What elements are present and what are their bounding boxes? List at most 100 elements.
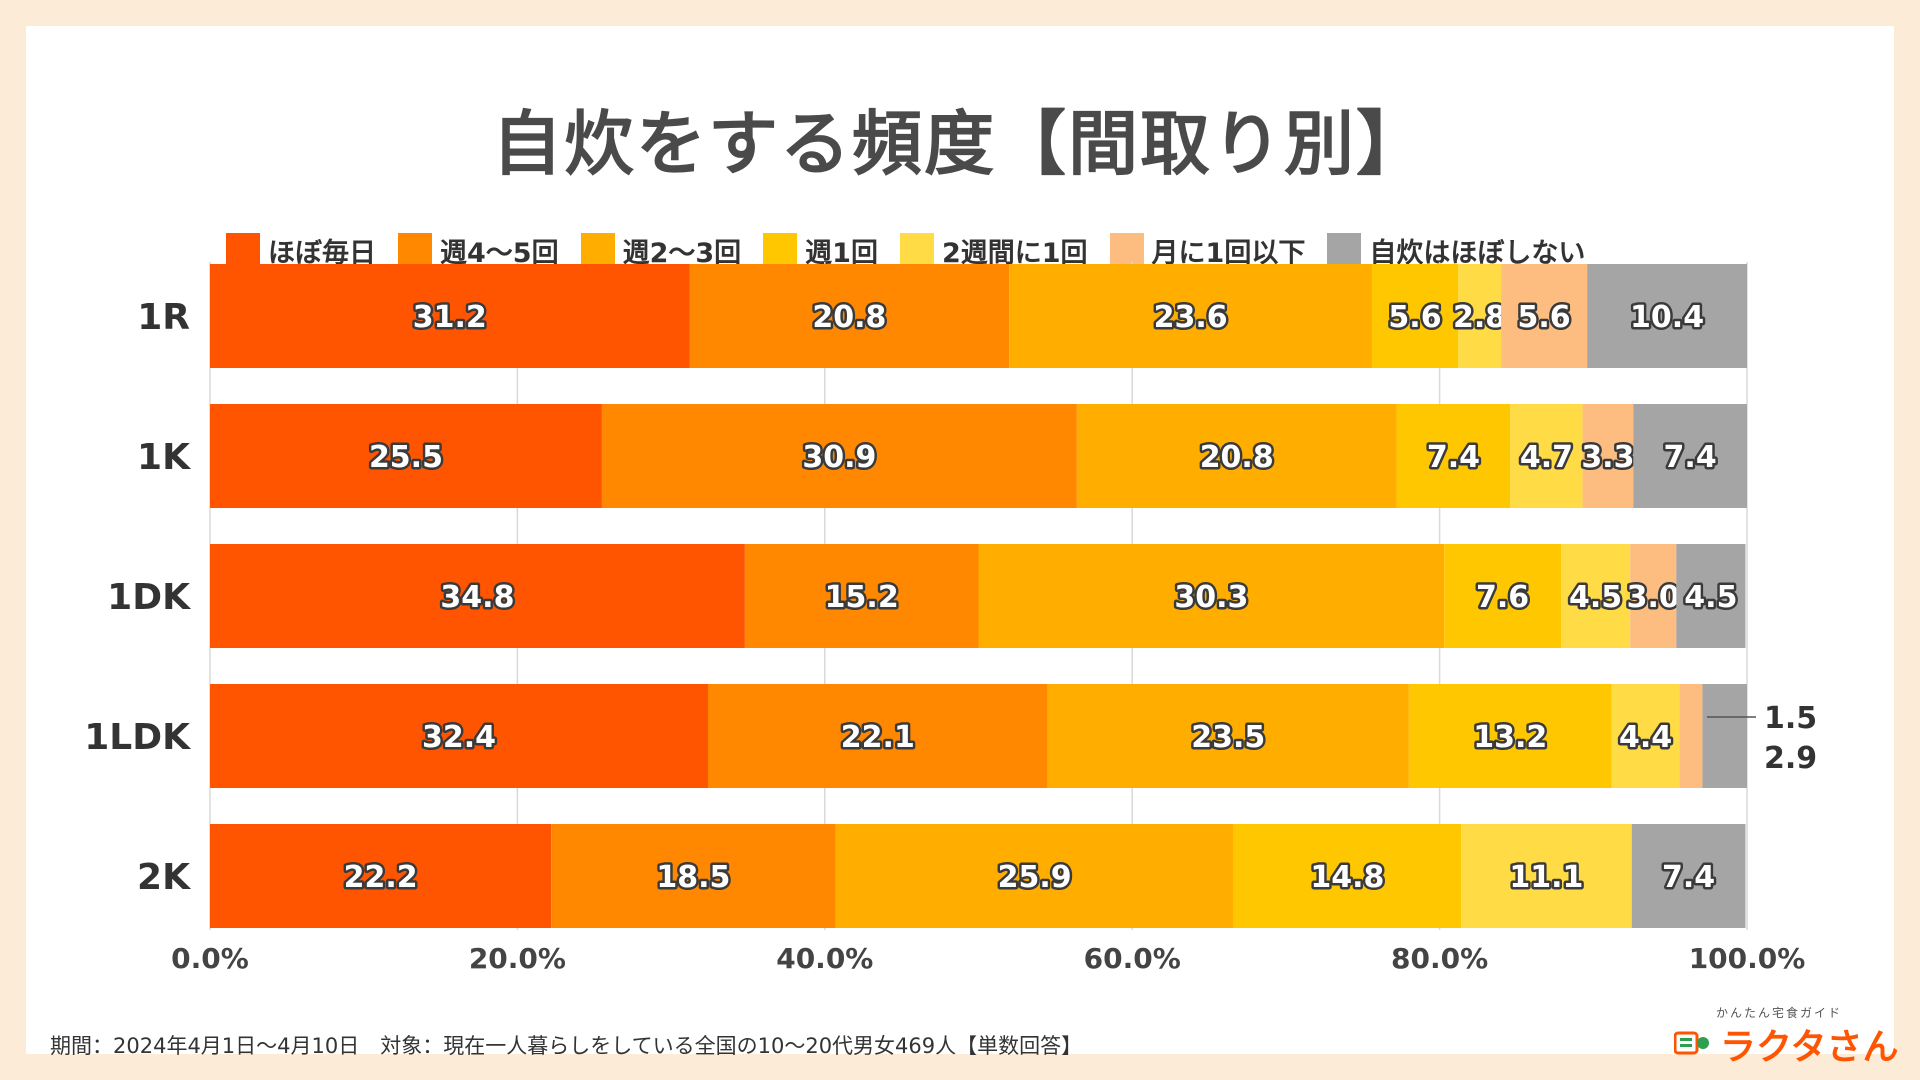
chart-title: 自炊をする頻度【間取り別】 — [492, 103, 1428, 185]
data-label: 4.7 — [1520, 440, 1573, 475]
data-label: 23.6 — [1154, 300, 1228, 335]
legend-label: 自炊はほぼしない — [1369, 237, 1586, 269]
legend-label: ほぼ毎日 — [268, 237, 376, 269]
bar-segment — [1561, 544, 1631, 648]
data-label: 3.0 — [1627, 580, 1680, 615]
legend-swatch — [580, 233, 615, 267]
data-label: 15.2 — [825, 580, 899, 615]
x-tick-label: 40.0% — [776, 942, 873, 975]
bar-segment — [1461, 824, 1632, 928]
bar-segment — [1458, 264, 1502, 368]
legend-item: 週1回 — [763, 231, 878, 270]
bar-segment — [1676, 544, 1746, 648]
data-label: 34.8 — [440, 580, 514, 615]
bar-segment — [1408, 684, 1612, 788]
data-label: 25.9 — [998, 860, 1072, 895]
bar-segment — [744, 544, 979, 648]
data-label: 7.4 — [1664, 440, 1717, 475]
logo-subtitle: かんたん宅食ガイド — [1716, 1006, 1843, 1020]
data-label: 3.3 — [1581, 440, 1634, 475]
bar-segment — [1371, 264, 1459, 368]
legend-item: 月に1回以下 — [1109, 231, 1306, 270]
data-label: 2.8 — [1453, 300, 1506, 335]
legend-item: 週2〜3回 — [580, 231, 742, 270]
legend-item: ほぼ毎日 — [226, 231, 376, 270]
data-label: 22.2 — [344, 860, 418, 895]
data-label: 30.9 — [802, 440, 876, 475]
legend-label: 月に1回以下 — [1151, 237, 1306, 269]
data-label: 7.4 — [1662, 860, 1715, 895]
chart-legend: ほぼ毎日 週4〜5回 週2〜3回 週1回 2週間に1回 月に1回以下 自炊はほぼしない — [226, 230, 1607, 270]
legend-swatch — [398, 233, 432, 267]
data-label: 25.5 — [369, 440, 443, 475]
footnote: 期間：2024年4月1日〜4月10日 対象：現在一人暮らしをしている全国の10〜… — [50, 1034, 1083, 1058]
legend-label: 週1回 — [805, 237, 878, 269]
data-label: 32.4 — [422, 720, 496, 755]
legend-item: 2週間に1回 — [899, 231, 1088, 270]
bar-segment — [1233, 824, 1462, 928]
bar-segment — [707, 684, 1048, 788]
data-label: 31.2 — [413, 300, 487, 335]
legend-item: 週4〜5回 — [398, 231, 559, 270]
bar-segment — [210, 824, 552, 928]
data-label: 20.8 — [812, 300, 886, 335]
category-label: 1DK — [107, 577, 191, 618]
x-tick-label: 0.0% — [171, 942, 249, 975]
bar-segment — [1587, 264, 1747, 368]
bar-segment — [1633, 404, 1747, 508]
bar-segment — [1611, 684, 1680, 788]
legend-label: 2週間に1回 — [941, 237, 1088, 269]
bar-segment — [210, 684, 708, 788]
bar-segment — [1501, 264, 1588, 368]
callout-label: 2.9 — [1764, 741, 1817, 776]
legend-swatch — [226, 233, 260, 267]
bar-segment — [689, 264, 1010, 368]
data-label: 22.1 — [841, 720, 915, 755]
bar-segment — [1510, 404, 1583, 508]
legend-label: 週2〜3回 — [622, 237, 742, 269]
bar-segment — [835, 824, 1234, 928]
bar-segment — [1702, 684, 1747, 788]
data-label: 23.5 — [1191, 720, 1265, 755]
bar-segment — [210, 544, 745, 648]
category-label: 1R — [137, 297, 190, 338]
bar-segment — [1076, 404, 1397, 508]
legend-swatch — [763, 233, 798, 267]
data-label: 5.6 — [1518, 300, 1571, 335]
category-label: 1K — [137, 437, 191, 478]
legend-label: 週4〜5回 — [440, 237, 559, 269]
data-label: 5.6 — [1388, 300, 1441, 335]
data-label: 13.2 — [1473, 720, 1547, 755]
data-label: 11.1 — [1509, 860, 1583, 895]
bar-segment — [1396, 404, 1511, 508]
legend-swatch — [1109, 233, 1144, 267]
data-label: 18.5 — [656, 860, 730, 895]
data-label: 10.4 — [1630, 300, 1704, 335]
bar-segment — [210, 264, 690, 368]
legend-swatch — [899, 233, 934, 267]
bar-segment — [1009, 264, 1372, 368]
data-label: 7.6 — [1476, 580, 1529, 615]
bar-segment — [1630, 544, 1677, 648]
brand-logo[interactable]: かんたん宅食ガイド ラクタさん — [1674, 1004, 1899, 1068]
bento-icon — [1674, 1031, 1709, 1055]
logo-name: ラクタさん — [1720, 1027, 1899, 1068]
bar-segment — [1582, 404, 1634, 508]
data-label: 4.5 — [1569, 580, 1622, 615]
data-label: 7.4 — [1427, 440, 1480, 475]
data-label: 4.5 — [1684, 580, 1737, 615]
legend-item: 自炊はほぼしない — [1327, 231, 1585, 270]
x-tick-label: 100.0% — [1689, 942, 1806, 975]
data-label: 4.4 — [1619, 720, 1672, 755]
legend-swatch — [1327, 233, 1362, 267]
bar-segment — [601, 404, 1077, 508]
bar-segment — [551, 824, 836, 928]
bar-segment — [978, 544, 1445, 648]
category-label: 1LDK — [84, 717, 191, 758]
bar-segment — [210, 404, 602, 508]
data-label: 20.8 — [1200, 440, 1274, 475]
data-label: 30.3 — [1174, 580, 1248, 615]
x-tick-label: 60.0% — [1084, 942, 1181, 975]
bar-segment — [1679, 684, 1703, 788]
